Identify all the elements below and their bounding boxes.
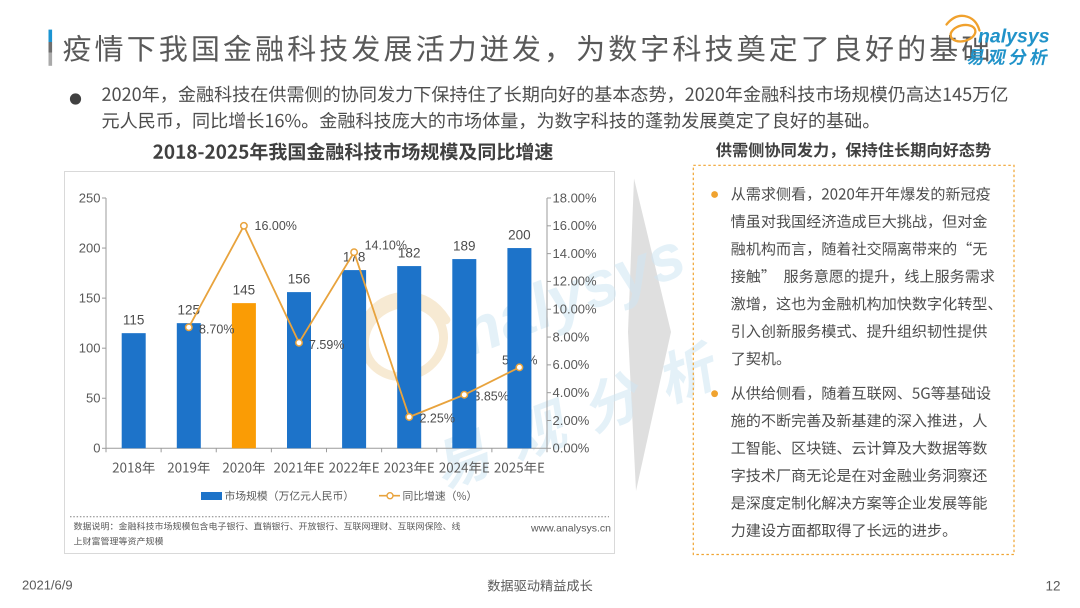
svg-text:0.00%: 0.00% bbox=[553, 441, 590, 456]
svg-text:115: 115 bbox=[123, 313, 145, 328]
svg-text:50: 50 bbox=[86, 391, 100, 406]
svg-text:189: 189 bbox=[453, 239, 476, 254]
svg-text:250: 250 bbox=[79, 190, 101, 205]
svg-text:16.00%: 16.00% bbox=[255, 219, 297, 233]
svg-text:125: 125 bbox=[178, 303, 201, 318]
svg-text:156: 156 bbox=[288, 272, 311, 287]
svg-text:100: 100 bbox=[79, 340, 101, 355]
svg-text:2.00%: 2.00% bbox=[553, 413, 590, 428]
svg-text:2.25%: 2.25% bbox=[420, 412, 455, 426]
svg-text:0: 0 bbox=[93, 441, 100, 456]
svg-text:www.analysys.cn: www.analysys.cn bbox=[530, 523, 611, 535]
svg-text:nalysys: nalysys bbox=[978, 26, 1050, 48]
svg-text:200: 200 bbox=[508, 228, 531, 243]
svg-text:8.00%: 8.00% bbox=[553, 329, 590, 344]
svg-text:3.85%: 3.85% bbox=[473, 390, 508, 404]
svg-text:182: 182 bbox=[398, 246, 421, 261]
svg-text:12: 12 bbox=[1045, 579, 1060, 594]
svg-text:16.00%: 16.00% bbox=[553, 218, 598, 233]
svg-text:4.00%: 4.00% bbox=[553, 385, 590, 400]
svg-text:18.00%: 18.00% bbox=[553, 190, 598, 205]
svg-text:2021/6/9: 2021/6/9 bbox=[22, 578, 73, 593]
svg-text:6.00%: 6.00% bbox=[553, 357, 590, 372]
svg-text:14.00%: 14.00% bbox=[553, 246, 598, 261]
svg-text:14.10%: 14.10% bbox=[365, 239, 407, 253]
svg-text:10.00%: 10.00% bbox=[553, 302, 598, 317]
svg-text:150: 150 bbox=[79, 290, 101, 305]
svg-text:7.59%: 7.59% bbox=[309, 338, 344, 352]
svg-text:200: 200 bbox=[79, 240, 101, 255]
svg-text:8.70%: 8.70% bbox=[199, 322, 234, 336]
svg-text:12.00%: 12.00% bbox=[553, 274, 598, 289]
svg-text:145: 145 bbox=[233, 283, 256, 298]
